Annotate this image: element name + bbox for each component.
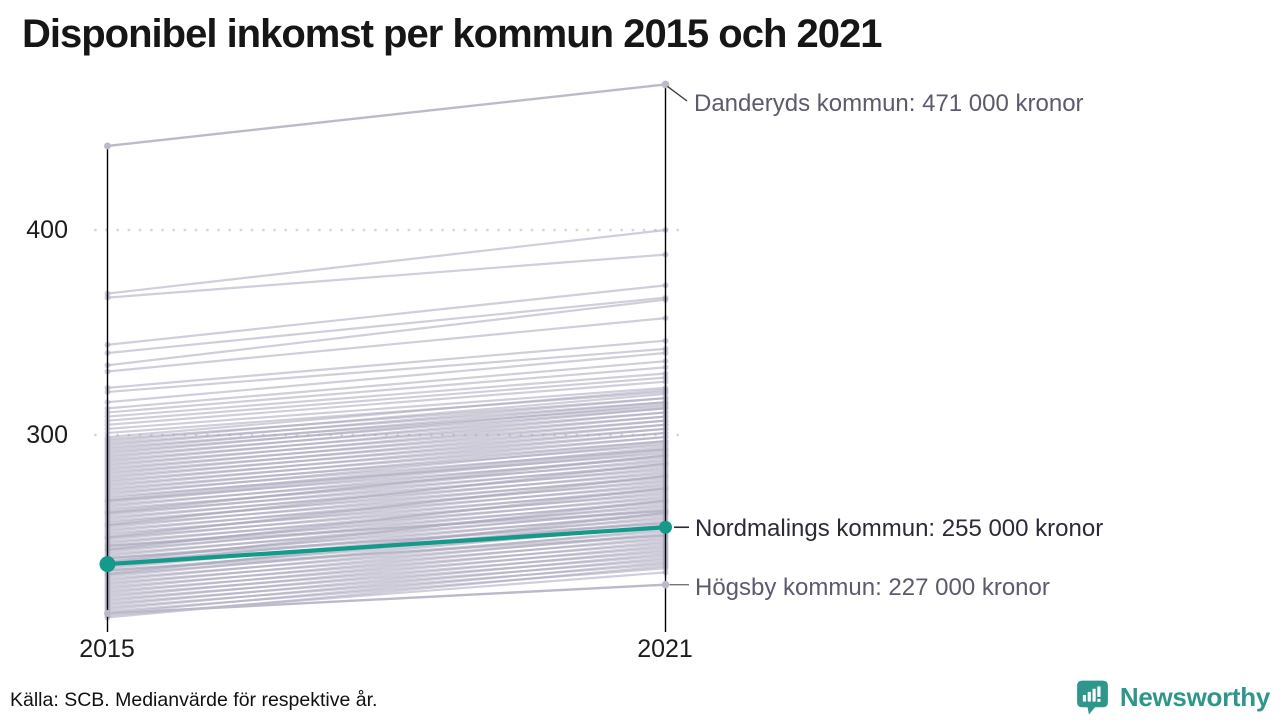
newsworthy-brand[interactable]: Newsworthy bbox=[1074, 678, 1270, 716]
annotation-hogsby: Högsby kommun: 227 000 kronor bbox=[695, 574, 1050, 601]
annotation-danderyd: Danderyds kommun: 471 000 kronor bbox=[694, 90, 1084, 117]
slope-chart: 300 400 2015 2021 Danderyds kommun: 471 … bbox=[26, 80, 1103, 663]
highlighted-line bbox=[99, 520, 672, 573]
annotation-connectors bbox=[667, 85, 689, 586]
annotated-lines bbox=[104, 80, 670, 617]
newsworthy-wordmark: Newsworthy bbox=[1119, 681, 1270, 712]
newsworthy-logo-icon bbox=[1076, 680, 1108, 715]
annotation-nordmaling: Nordmalings kommun: 255 000 kronor bbox=[695, 515, 1103, 542]
x-axis-label-2015: 2015 bbox=[79, 635, 135, 663]
y-axis-tick-400: 400 bbox=[26, 216, 68, 244]
background-slope-lines bbox=[104, 227, 669, 621]
year-axes bbox=[106, 82, 667, 632]
x-axis-label-2021: 2021 bbox=[637, 635, 693, 663]
source-note: Källa: SCB. Medianvärde för respektive å… bbox=[10, 689, 378, 711]
y-axis-tick-300: 300 bbox=[26, 421, 68, 449]
chart-title: Disponibel inkomst per kommun 2015 och 2… bbox=[22, 12, 882, 56]
